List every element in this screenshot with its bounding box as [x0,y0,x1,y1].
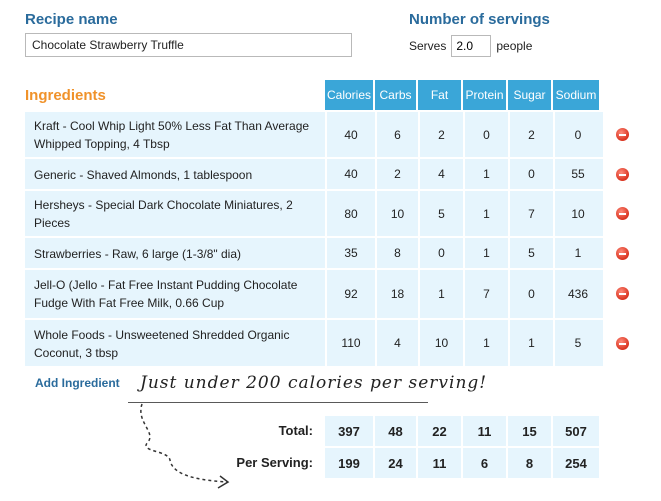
col-carbs: Carbs [375,80,418,110]
cell-calories: 80 [325,191,375,236]
cell-fat: 0 [418,238,463,268]
total-sodium: 507 [553,416,601,446]
total-protein: 11 [463,416,508,446]
cell-carbs: 8 [375,238,418,268]
per-serving-sugar: 8 [508,448,553,478]
calories-annotation: Just under 200 calories per serving! [140,373,488,393]
ingredient-name: Generic - Shaved Almonds, 1 tablespoon [34,168,253,182]
remove-ingredient-icon[interactable] [616,287,629,300]
col-fat: Fat [418,80,463,110]
ingredient-row: Strawberries - Raw, 6 large (1-3/8" dia)… [25,238,603,270]
cell-sugar: 0 [508,270,553,318]
cell-fat: 4 [418,159,463,189]
ingredient-row: Jell-O (Jello - Fat Free Instant Pudding… [25,270,603,320]
serves-suffix: people [496,39,533,53]
recipe-name-label: Recipe name [25,11,118,28]
remove-ingredient-icon[interactable] [616,337,629,350]
col-protein: Protein [463,80,508,110]
cell-fat: 5 [418,191,463,236]
col-calories: Calories [325,80,375,110]
remove-ingredient-icon[interactable] [616,128,629,141]
ingredients-title: Ingredients [25,87,106,104]
cell-calories: 110 [325,320,375,366]
ingredient-name: Jell-O (Jello - Fat Free Instant Pudding… [34,278,298,310]
cell-protein: 7 [463,270,508,318]
ingredient-name: Strawberries - Raw, 6 large (1-3/8" dia) [34,247,242,261]
cell-carbs: 4 [375,320,418,366]
total-calories: 397 [325,416,375,446]
ingredient-row: Hersheys - Special Dark Chocolate Miniat… [25,191,603,238]
total-sugar: 15 [508,416,553,446]
cell-sugar: 1 [508,320,553,366]
total-fat: 22 [418,416,463,446]
per-serving-protein: 6 [463,448,508,478]
ingredient-row: Kraft - Cool Whip Light 50% Less Fat Tha… [25,112,603,159]
total-label: Total: [278,423,313,438]
cell-protein: 0 [463,112,508,157]
cell-carbs: 10 [375,191,418,236]
servings-input[interactable] [451,35,492,57]
per-serving-carbs: 24 [375,448,418,478]
cell-carbs: 18 [375,270,418,318]
cell-protein: 1 [463,159,508,189]
cell-fat: 10 [418,320,463,366]
ingredient-name: Kraft - Cool Whip Light 50% Less Fat Tha… [34,119,310,151]
add-ingredient-link[interactable]: Add Ingredient [35,376,120,390]
cell-sugar: 7 [508,191,553,236]
cell-sugar: 0 [508,159,553,189]
cell-sodium: 5 [553,320,601,366]
per-serving-fat: 11 [418,448,463,478]
per-serving-calories: 199 [325,448,375,478]
cell-protein: 1 [463,320,508,366]
remove-ingredient-icon[interactable] [616,207,629,220]
serves-prefix: Serves [409,39,447,53]
cell-sodium: 10 [553,191,601,236]
col-sodium: Sodium [553,80,601,110]
servings-label: Number of servings [409,11,550,28]
arrow-annotation-icon [128,402,428,489]
remove-ingredient-icon[interactable] [616,247,629,260]
cell-sodium: 0 [553,112,601,157]
cell-calories: 92 [325,270,375,318]
cell-sugar: 5 [508,238,553,268]
col-sugar: Sugar [508,80,553,110]
cell-calories: 40 [325,112,375,157]
cell-protein: 1 [463,238,508,268]
cell-sodium: 436 [553,270,601,318]
cell-fat: 1 [418,270,463,318]
cell-protein: 1 [463,191,508,236]
ingredient-name: Whole Foods - Unsweetened Shredded Organ… [34,328,290,360]
cell-carbs: 2 [375,159,418,189]
cell-calories: 35 [325,238,375,268]
ingredient-row: Whole Foods - Unsweetened Shredded Organ… [25,320,603,368]
cell-sodium: 1 [553,238,601,268]
per-serving-label: Per Serving: [236,455,313,470]
recipe-name-input[interactable] [25,33,352,57]
remove-ingredient-icon[interactable] [616,168,629,181]
cell-sugar: 2 [508,112,553,157]
ingredient-row: Generic - Shaved Almonds, 1 tablespoon 4… [25,159,603,191]
serves-row: Serves people [409,35,532,57]
cell-calories: 40 [325,159,375,189]
cell-fat: 2 [418,112,463,157]
ingredient-name: Hersheys - Special Dark Chocolate Miniat… [34,198,293,230]
per-serving-sodium: 254 [553,448,601,478]
cell-sodium: 55 [553,159,601,189]
cell-carbs: 6 [375,112,418,157]
total-carbs: 48 [375,416,418,446]
